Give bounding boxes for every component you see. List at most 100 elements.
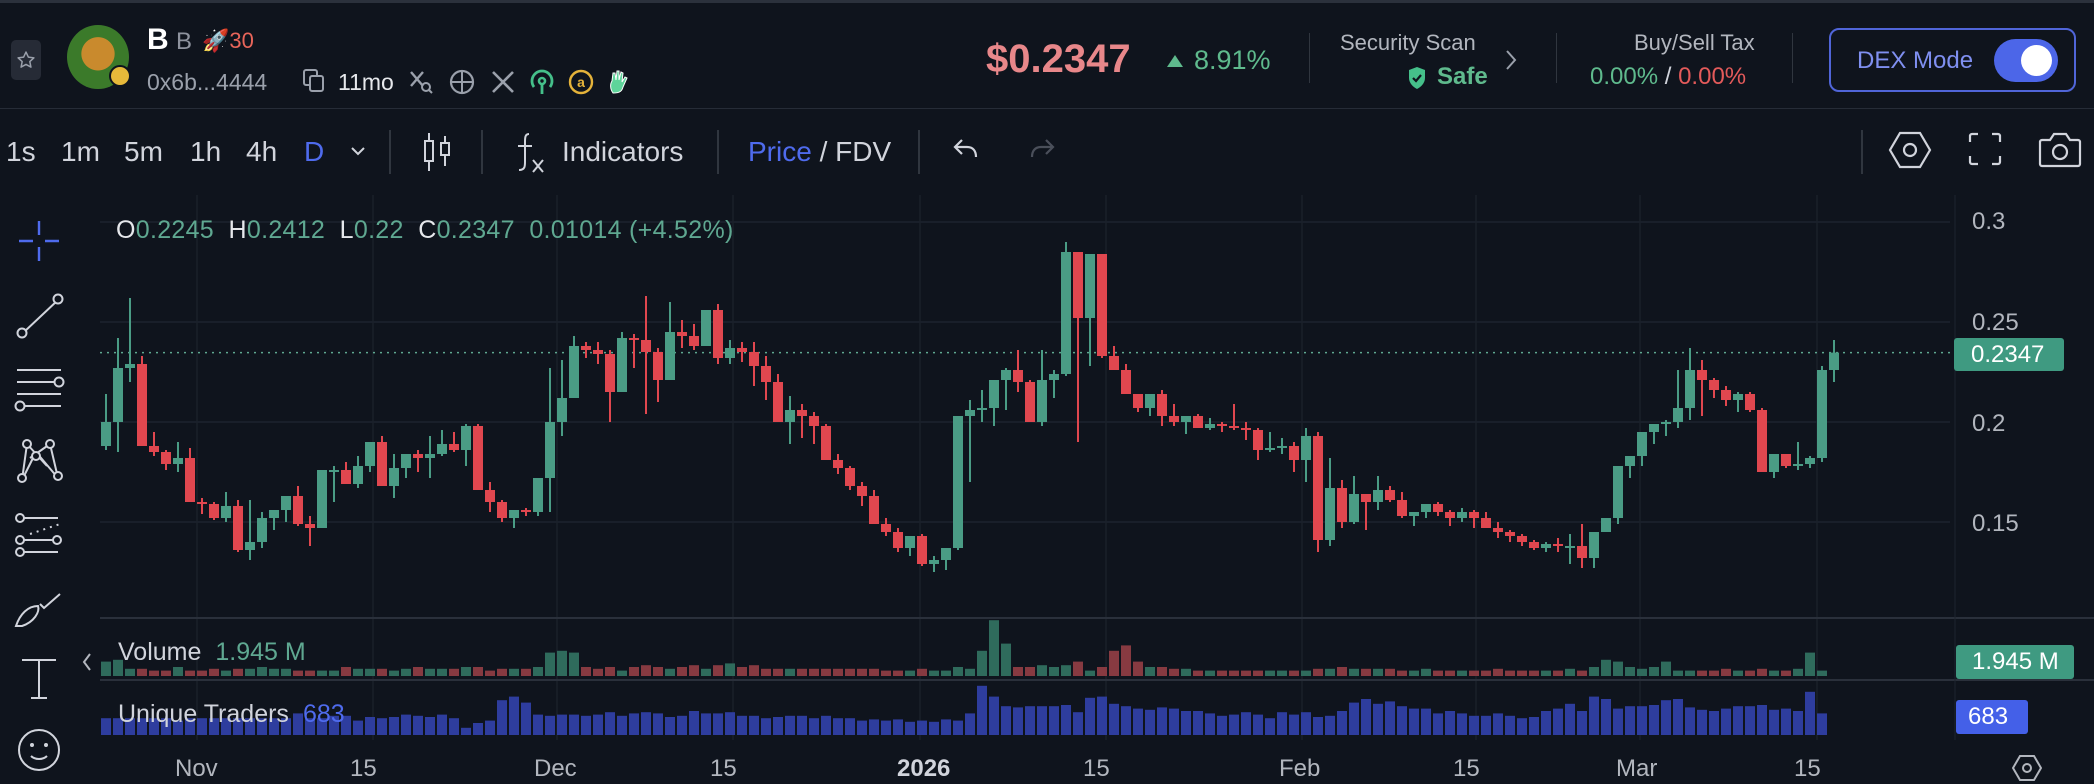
divider (918, 130, 920, 174)
divider (389, 130, 391, 174)
brush-icon[interactable] (10, 578, 68, 636)
crosshair-icon[interactable] (10, 212, 68, 270)
divider (717, 130, 719, 174)
fib-retracement-icon[interactable] (10, 506, 68, 564)
fullscreen-icon[interactable] (1968, 132, 2002, 166)
price-fdv-toggle[interactable]: Price / FDV (748, 136, 891, 168)
token-header: B B 🚀30 0x6b...4444 11mo a $0.2347 8.91%… (0, 3, 2094, 109)
volume-tag: 1.945 M (1956, 645, 2074, 679)
divider (481, 130, 483, 174)
rocket-badge: 🚀30 (202, 28, 254, 54)
x-tick: 15 (710, 755, 737, 782)
contract-address[interactable]: 0x6b...4444 (147, 69, 268, 95)
svg-text:a: a (577, 74, 585, 90)
emoji-icon[interactable] (10, 720, 68, 778)
at-icon[interactable]: a (568, 69, 594, 95)
function-fx-icon[interactable] (513, 130, 547, 176)
ohlc-high: 0.2412 (246, 216, 326, 244)
chain-badge-icon (109, 65, 131, 87)
token-symbol: B (176, 28, 193, 55)
security-scan-value: Safe (1437, 63, 1488, 90)
token-age: 11mo (338, 69, 394, 95)
buy-tax: 0.00% (1590, 63, 1659, 90)
timeframe-d[interactable]: D (304, 136, 325, 167)
divider (1556, 33, 1557, 83)
x-tick: 15 (1083, 755, 1110, 782)
divider (1309, 33, 1310, 83)
indicators-button[interactable]: Indicators (562, 136, 684, 167)
current-price: $0.2347 (986, 37, 1131, 81)
traders-tag: 683 (1956, 700, 2028, 734)
chevron-down-icon[interactable] (351, 146, 365, 156)
token-name: B (147, 23, 169, 56)
collapse-toolbar-chevron-icon[interactable] (82, 652, 92, 672)
favorite-button[interactable] (11, 40, 41, 80)
chevron-right-icon[interactable] (1505, 49, 1517, 71)
ohlc-change: 0.01014 (+4.52%) (529, 216, 734, 244)
x-tick: 2026 (897, 755, 951, 782)
chart-toolbar: 1s 1m 5m 1h 4h D Indicators Price / FDV (0, 110, 2094, 192)
redo-icon[interactable] (1026, 136, 1056, 166)
ohlc-open: 0.2245 (135, 216, 215, 244)
x-tick: Feb (1279, 755, 1321, 782)
timeframe-4h[interactable]: 4h (246, 136, 278, 167)
horizontal-lines-icon[interactable] (10, 358, 68, 416)
sell-tax: 0.00% (1678, 63, 1747, 90)
dex-mode-label: DEX Mode (1857, 47, 1974, 74)
drawing-toolbar (0, 200, 80, 784)
rocket-icon: 🚀 (202, 28, 230, 53)
x-tick: Nov (175, 755, 218, 782)
shield-check-icon (1409, 67, 1425, 89)
volume-value: 1.945 M (215, 638, 306, 666)
hand-icon[interactable] (607, 69, 633, 95)
tax-label: Buy/Sell Tax (1634, 30, 1755, 55)
traders-value: 683 (302, 700, 345, 728)
settings-hexagon-icon[interactable] (1888, 130, 1932, 170)
token-avatar (67, 25, 131, 89)
dex-mode-toggle[interactable]: DEX Mode (1829, 28, 2076, 92)
switch-knob (2021, 45, 2052, 76)
x-tick: Dec (534, 755, 577, 782)
x-search-icon[interactable] (408, 69, 434, 95)
candlestick-type-icon[interactable] (420, 130, 454, 174)
security-scan-label[interactable]: Security Scan (1340, 30, 1476, 55)
tax-values: 0.00% / 0.00% (1590, 63, 1747, 90)
y-tick: 0.3 (1972, 208, 2006, 235)
dex-mode-switch[interactable] (1994, 39, 2058, 82)
ohlc-close: 0.2347 (436, 216, 515, 244)
volume-pane-label: Volume 1.945 M (118, 638, 306, 666)
star-icon (17, 51, 35, 68)
ohlc-low: 0.22 (353, 216, 404, 244)
signal-icon[interactable] (529, 69, 555, 95)
text-tool-icon[interactable] (10, 650, 68, 708)
divider (1861, 130, 1863, 174)
timeframe-1m[interactable]: 1m (61, 136, 100, 167)
x-tick: 15 (1453, 755, 1480, 782)
timeframe-5m[interactable]: 5m (124, 136, 163, 167)
window-top-border (0, 0, 2094, 3)
divider (1792, 33, 1793, 83)
globe-icon[interactable] (449, 69, 475, 95)
timeframe-1s[interactable]: 1s (6, 136, 36, 167)
timeframe-1h[interactable]: 1h (190, 136, 222, 167)
y-tick: 0.25 (1972, 309, 2019, 336)
x-tick: 15 (1794, 755, 1821, 782)
axis-settings-icon[interactable] (2012, 754, 2042, 782)
trend-line-icon[interactable] (10, 286, 68, 344)
pattern-tool-icon[interactable] (10, 432, 68, 490)
x-icon[interactable] (490, 69, 516, 95)
y-tick: 0.2 (1972, 410, 2006, 437)
price-option[interactable]: Price (748, 136, 812, 167)
undo-icon[interactable] (952, 136, 982, 166)
fdv-option[interactable]: / FDV (819, 136, 892, 167)
ohlc-legend: O0.2245 H0.2412 L0.22 C0.2347 0.01014 (+… (116, 216, 734, 244)
copy-icon[interactable] (303, 69, 325, 93)
last-price-tag: 0.2347 (1954, 338, 2064, 371)
camera-icon[interactable] (2038, 130, 2082, 168)
x-tick: 15 (350, 755, 377, 782)
price-change-pct: 8.91% (1194, 45, 1271, 75)
y-tick: 0.15 (1972, 510, 2019, 537)
triangle-up-icon (1167, 55, 1183, 67)
x-tick: Mar (1616, 755, 1658, 782)
